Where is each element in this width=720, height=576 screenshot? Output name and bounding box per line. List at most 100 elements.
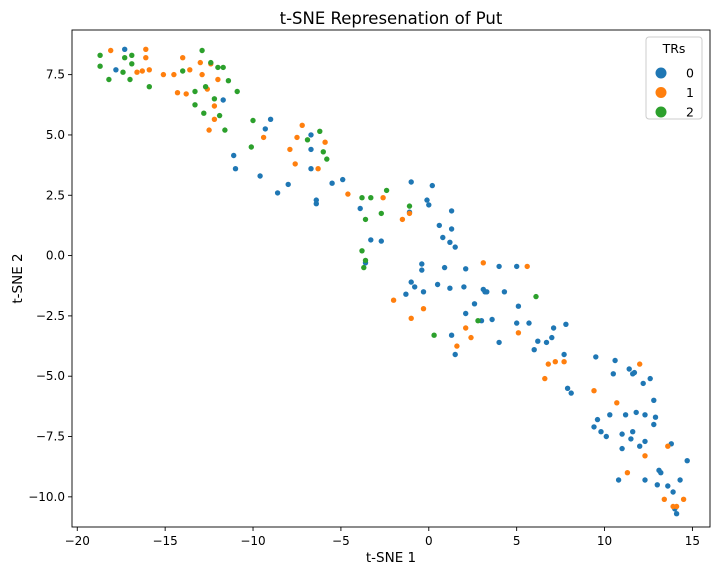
legend-marker-2 — [655, 106, 667, 118]
point-series-0-11 — [308, 146, 314, 153]
point-series-1-41 — [545, 361, 551, 367]
point-series-0-39 — [434, 281, 441, 288]
y-tick-label: −2.5 — [36, 309, 65, 323]
point-series-1-20 — [260, 134, 267, 141]
point-series-0-23 — [412, 284, 418, 290]
point-series-0-86 — [637, 443, 643, 449]
point-series-0-52 — [514, 263, 520, 270]
point-series-0-29 — [424, 197, 430, 203]
point-series-1-13 — [199, 71, 205, 78]
point-series-0-1 — [113, 67, 119, 73]
point-series-0-33 — [448, 226, 455, 232]
legend-marker-0 — [655, 67, 667, 79]
x-tick-label: 0 — [425, 534, 433, 548]
legend-title: TRs — [662, 41, 686, 56]
chart-title: t-SNE Represenation of Put — [280, 9, 503, 28]
point-series-2-31 — [378, 210, 384, 217]
point-series-1-44 — [591, 388, 597, 394]
point-series-0-90 — [642, 412, 648, 418]
point-series-0-53 — [515, 303, 522, 309]
point-series-1-33 — [420, 306, 427, 312]
point-series-0-38 — [419, 261, 425, 267]
point-series-0-31 — [436, 222, 442, 229]
point-series-0-55 — [526, 320, 532, 326]
y-tick-label: 2.5 — [46, 188, 65, 202]
point-series-2-11 — [192, 88, 198, 95]
point-series-2-36 — [361, 264, 367, 271]
legend-label-0: 0 — [686, 66, 694, 81]
point-series-0-18 — [368, 237, 374, 243]
point-series-1-2 — [139, 68, 145, 74]
point-series-1-3 — [143, 46, 149, 52]
point-series-1-32 — [408, 315, 414, 321]
point-series-0-22 — [408, 279, 414, 285]
point-series-2-19 — [220, 64, 226, 71]
point-series-1-30 — [406, 210, 413, 217]
point-series-2-35 — [362, 257, 369, 264]
points-layer — [97, 46, 690, 517]
point-series-2-7 — [129, 61, 135, 67]
point-series-0-10 — [308, 132, 314, 138]
point-series-2-4 — [122, 55, 128, 61]
point-series-0-72 — [603, 433, 609, 440]
point-series-0-42 — [461, 284, 467, 290]
point-series-1-50 — [665, 443, 671, 449]
point-series-2-25 — [304, 137, 311, 143]
point-series-0-30 — [426, 202, 432, 208]
point-series-2-28 — [324, 156, 330, 162]
point-series-2-15 — [208, 59, 214, 66]
point-series-0-83 — [630, 429, 636, 435]
point-series-1-7 — [171, 71, 177, 78]
point-series-1-45 — [614, 400, 620, 406]
y-axis-label: t-SNE 2 — [10, 253, 26, 303]
point-series-2-9 — [180, 68, 186, 74]
point-series-1-39 — [524, 263, 530, 270]
point-series-1-48 — [642, 453, 648, 459]
point-series-0-89 — [642, 477, 648, 483]
point-series-0-12 — [308, 166, 314, 172]
point-series-0-8 — [274, 190, 281, 196]
point-series-2-34 — [359, 248, 365, 254]
point-series-0-17 — [357, 205, 363, 212]
point-series-2-33 — [362, 216, 369, 223]
point-series-0-34 — [448, 208, 455, 214]
point-series-0-70 — [594, 416, 601, 423]
point-series-1-52 — [673, 503, 680, 510]
point-series-0-88 — [642, 438, 648, 445]
point-series-0-76 — [615, 477, 622, 483]
point-series-1-28 — [380, 195, 386, 201]
point-series-0-62 — [561, 351, 567, 358]
point-series-1-16 — [211, 103, 218, 109]
point-series-1-8 — [174, 90, 181, 96]
point-series-0-85 — [633, 409, 639, 416]
point-series-2-29 — [359, 195, 365, 201]
point-series-2-14 — [202, 84, 209, 90]
point-series-0-54 — [514, 320, 520, 326]
legend-label-2: 2 — [686, 105, 694, 120]
y-tick-label: 5.0 — [46, 128, 65, 142]
point-series-0-50 — [496, 263, 502, 270]
x-tick-label: −20 — [65, 534, 90, 548]
plot-frame — [71, 29, 711, 528]
point-series-0-49 — [489, 316, 495, 323]
point-series-2-37 — [406, 203, 413, 209]
point-series-0-97 — [654, 482, 660, 488]
point-series-2-24 — [250, 117, 256, 124]
point-series-1-35 — [463, 325, 469, 331]
point-series-0-4 — [232, 166, 239, 172]
point-series-0-78 — [619, 445, 625, 452]
point-series-2-26 — [317, 128, 323, 134]
point-series-0-41 — [463, 266, 469, 272]
point-series-1-22 — [292, 161, 298, 167]
x-tick-label: 15 — [685, 534, 700, 548]
point-series-0-60 — [550, 325, 557, 331]
point-series-0-25 — [420, 289, 427, 295]
point-series-0-65 — [496, 339, 502, 346]
legend: TRs 0 1 2 — [645, 36, 703, 120]
point-series-0-37 — [441, 264, 448, 271]
point-series-1-25 — [315, 166, 321, 172]
x-axis-label: t-SNE 1 — [366, 550, 416, 566]
point-series-1-23 — [294, 134, 300, 141]
x-tick-label: 10 — [597, 534, 612, 548]
